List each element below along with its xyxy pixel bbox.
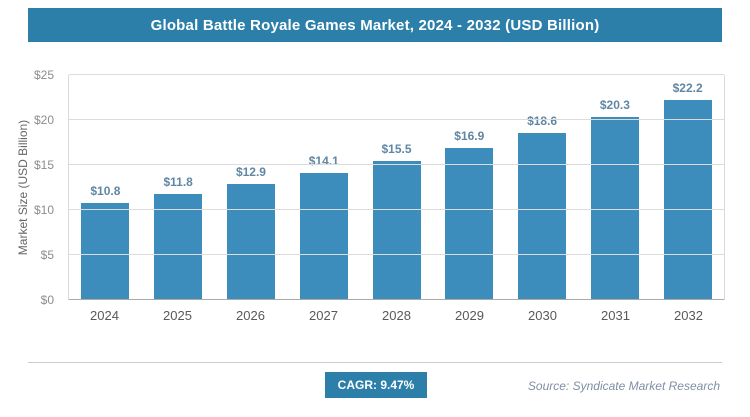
x-tick-label: 2027 [309,308,338,323]
x-axis-line [69,299,724,300]
gridline [69,209,724,210]
gridline [69,254,724,255]
bar-column: $20.3 [578,75,651,300]
x-tick-label: 2024 [90,308,119,323]
x-tick-label: 2026 [236,308,265,323]
y-axis-ticks: $0 $5 $10 $15 $20 $25 [0,68,62,307]
bars-row: $10.8 $11.8 $12.9 $14.1 $15.5 $16.9 $18.6 $20.3… [69,75,724,300]
bar [445,147,494,300]
bar [81,202,130,300]
bar-value-label: $20.3 [599,98,630,113]
bar-column: $22.2 [651,75,724,300]
footer-divider [28,362,722,363]
y-tick-label: $10 [33,203,54,217]
gridline [69,74,724,75]
bar [663,100,712,300]
y-tick-label: $0 [40,293,54,307]
x-axis-labels: 2024 2025 2026 2027 2028 2029 2030 2031 2032 [68,308,725,323]
bar-column: $14.1 [287,75,360,300]
bar-value-label: $14.1 [308,154,339,169]
bar-column: $11.8 [142,75,215,300]
plot-area: $10.8 $11.8 $12.9 $14.1 $15.5 $16.9 $18.6 $20.3… [68,74,725,300]
bar-value-label: $22.2 [672,81,703,96]
chart-title-bar: Global Battle Royale Games Market, 2024 … [28,8,722,42]
y-tick-label: $15 [33,158,54,172]
y-tick-label: $25 [33,68,54,82]
gridline [69,164,724,165]
cagr-badge: CAGR: 9.47% [325,372,427,398]
x-tick-label: 2025 [163,308,192,323]
cagr-label: CAGR: 9.47% [337,378,415,392]
x-tick-label: 2029 [455,308,484,323]
bar-value-label: $12.9 [235,164,266,179]
bar-value-label: $11.8 [163,174,193,189]
bar-value-label: $15.5 [381,141,412,156]
bar-column: $16.9 [433,75,506,300]
bar-column: $15.5 [360,75,433,300]
bar [372,160,421,300]
bar [226,183,275,300]
bar-column: $12.9 [215,75,288,300]
bar-column: $18.6 [506,75,579,300]
chart-title: Global Battle Royale Games Market, 2024 … [150,16,600,34]
gridline [69,119,724,120]
bar-value-label: $10.8 [90,183,121,198]
bar [590,117,639,300]
bar [154,193,203,300]
bar [299,173,348,300]
x-tick-label: 2031 [601,308,630,323]
bar-value-label: $18.6 [527,113,558,128]
bar [518,132,567,300]
y-tick-label: $5 [40,248,54,262]
y-tick-label: $20 [33,113,54,127]
x-tick-label: 2030 [528,308,557,323]
bar-value-label: $16.9 [454,128,485,143]
source-attribution: Source: Syndicate Market Research [527,379,720,393]
bar-column: $10.8 [69,75,142,300]
x-tick-label: 2028 [382,308,411,323]
x-tick-label: 2032 [674,308,703,323]
